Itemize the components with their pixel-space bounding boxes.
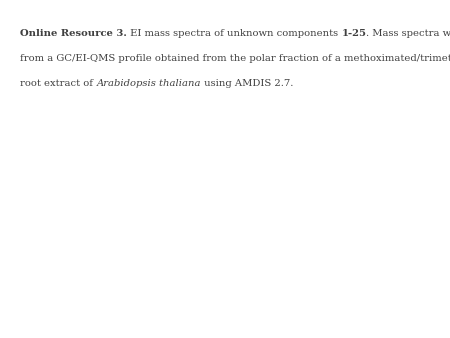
Text: . Mass spectra were deconvoluted: . Mass spectra were deconvoluted (366, 29, 450, 38)
Text: EI mass spectra of unknown components: EI mass spectra of unknown components (127, 29, 342, 38)
Text: Online Resource 3.: Online Resource 3. (20, 29, 127, 38)
Text: Arabidopsis thaliana: Arabidopsis thaliana (96, 79, 201, 89)
Text: 1-25: 1-25 (342, 29, 366, 38)
Text: using AMDIS 2.7.: using AMDIS 2.7. (201, 79, 293, 89)
Text: root extract of: root extract of (20, 79, 96, 89)
Text: from a GC/EI-QMS profile obtained from the polar fraction of a methoximated/trim: from a GC/EI-QMS profile obtained from t… (20, 54, 450, 63)
